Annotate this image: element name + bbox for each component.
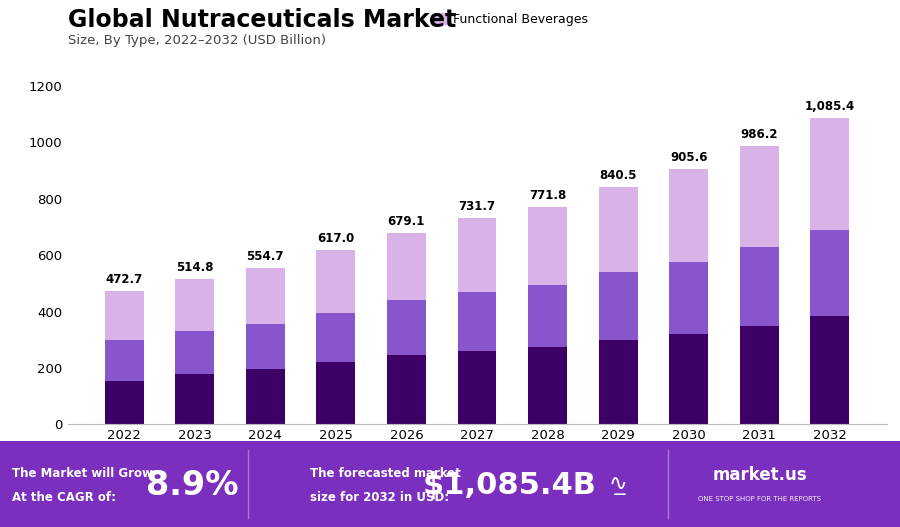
Text: 554.7: 554.7 (247, 250, 284, 263)
Text: 472.7: 472.7 (105, 273, 143, 286)
Legend: Functional Beverages: Functional Beverages (434, 13, 588, 26)
Bar (670, 262, 708, 334)
Text: ONE STOP SHOP FOR THE REPORTS: ONE STOP SHOP FOR THE REPORTS (698, 496, 822, 502)
Bar (457, 218, 497, 292)
Bar (740, 326, 778, 424)
Bar (104, 340, 143, 380)
Text: 617.0: 617.0 (317, 232, 355, 246)
Text: The Market will Grow: The Market will Grow (12, 466, 153, 480)
Text: 1,085.4: 1,085.4 (805, 100, 855, 113)
Text: $1,085.4B: $1,085.4B (423, 471, 597, 500)
Text: Size, By Type, 2022–2032 (USD Billion): Size, By Type, 2022–2032 (USD Billion) (68, 34, 326, 47)
Bar (528, 347, 567, 424)
Bar (246, 324, 284, 369)
Bar (457, 292, 497, 351)
Text: The forecasted market: The forecasted market (310, 466, 461, 480)
Bar (670, 169, 708, 262)
Text: 905.6: 905.6 (670, 151, 707, 164)
Text: market.us: market.us (713, 466, 807, 484)
Text: size for 2032 in USD:: size for 2032 in USD: (310, 491, 449, 503)
Bar (811, 230, 850, 316)
Bar (598, 340, 637, 424)
Bar (317, 313, 356, 362)
Text: 731.7: 731.7 (458, 200, 496, 213)
Bar (317, 362, 356, 424)
Bar (246, 268, 284, 324)
Text: At the CAGR of:: At the CAGR of: (12, 491, 116, 503)
Bar (457, 351, 497, 424)
Text: 514.8: 514.8 (176, 261, 213, 274)
Bar (387, 233, 426, 300)
Text: 986.2: 986.2 (741, 128, 778, 141)
Bar (104, 291, 143, 340)
Text: 8.9%: 8.9% (146, 469, 238, 502)
Bar (387, 355, 426, 424)
Bar (811, 316, 850, 424)
Text: 840.5: 840.5 (599, 169, 637, 182)
Bar (740, 147, 778, 247)
Text: 679.1: 679.1 (388, 215, 425, 228)
Bar (598, 188, 637, 272)
Text: Global Nutraceuticals Market: Global Nutraceuticals Market (68, 8, 455, 32)
Bar (670, 334, 708, 424)
Bar (176, 279, 214, 331)
Bar (104, 380, 143, 424)
Bar (598, 272, 637, 340)
Bar (528, 207, 567, 285)
Bar (176, 331, 214, 374)
Bar (387, 300, 426, 355)
Bar (740, 247, 778, 326)
Bar (317, 250, 356, 313)
Bar (246, 369, 284, 424)
Text: 771.8: 771.8 (529, 189, 566, 202)
Text: ∿̲: ∿̲ (608, 475, 627, 495)
Bar (528, 285, 567, 347)
Bar (176, 374, 214, 424)
Bar (811, 119, 850, 230)
